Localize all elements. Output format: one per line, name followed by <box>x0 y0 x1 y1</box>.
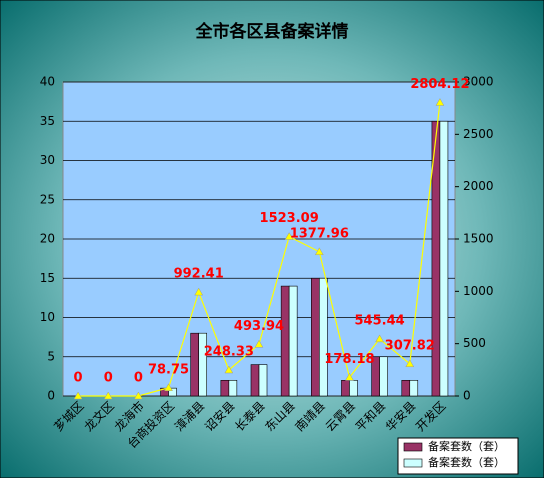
line-marker <box>435 97 445 106</box>
data-label: 0 <box>134 371 143 386</box>
bar <box>409 379 419 397</box>
line-marker <box>164 383 173 392</box>
legend-swatch <box>403 458 423 468</box>
data-label: 2804.12 <box>410 77 469 92</box>
data-label: 0 <box>74 371 83 386</box>
legend <box>397 437 519 475</box>
bar <box>319 277 328 397</box>
data-label: 307.82 <box>385 338 435 353</box>
line-marker <box>194 287 204 296</box>
bar <box>401 379 411 397</box>
legend-label: 备案套数（套） <box>428 439 505 453</box>
bar <box>250 364 260 397</box>
line-marker <box>284 232 294 240</box>
bar <box>311 277 320 397</box>
bar <box>168 387 177 397</box>
data-label: 1377.96 <box>290 226 349 241</box>
y2-tick-label: 1000 <box>463 284 494 298</box>
data-label: 992.41 <box>174 267 224 282</box>
data-label: 493.94 <box>234 319 284 334</box>
line-marker <box>314 247 324 256</box>
line-marker <box>73 391 83 400</box>
y2-tick-label: 2500 <box>463 127 494 141</box>
line-marker <box>224 365 234 374</box>
line-marker <box>103 391 113 400</box>
data-label: 1523.09 <box>260 211 319 226</box>
y-tick-label: 35 <box>40 114 55 128</box>
bar <box>439 120 449 397</box>
y2-tick-label: 0 <box>463 389 471 403</box>
data-label: 78.75 <box>148 362 189 377</box>
bar <box>198 332 207 397</box>
y-tick-label: 0 <box>47 389 55 403</box>
y2-tick-label: 3000 <box>463 75 494 89</box>
y2-tick-label: 500 <box>463 336 486 350</box>
y-tick-label: 20 <box>40 232 55 246</box>
line-marker <box>405 359 415 368</box>
bar <box>288 285 298 397</box>
bar <box>190 332 199 397</box>
y-tick-label: 30 <box>40 153 55 167</box>
line-marker <box>375 334 385 343</box>
y-tick-label: 5 <box>47 349 55 363</box>
y-tick-label: 25 <box>40 192 55 206</box>
chart-title: 全市各区县备案详情 <box>195 21 349 42</box>
legend-swatch <box>403 442 423 452</box>
y2-tick-label: 1500 <box>463 232 494 246</box>
y-tick-label: 40 <box>40 75 55 89</box>
data-label: 0 <box>104 371 113 386</box>
legend-label: 备案套数（套） <box>428 455 505 469</box>
line-marker <box>254 339 264 348</box>
data-label: 248.33 <box>204 345 254 360</box>
y-tick-label: 15 <box>40 271 55 285</box>
bar <box>258 364 268 397</box>
bar <box>379 356 388 397</box>
bar <box>280 285 290 397</box>
bar <box>228 379 238 397</box>
line-marker <box>345 372 354 381</box>
y-tick-label: 10 <box>40 310 55 324</box>
bar <box>220 379 230 397</box>
bar <box>341 379 350 397</box>
data-label: 545.44 <box>355 313 405 328</box>
data-label: 178.18 <box>324 352 374 367</box>
line-marker <box>133 391 143 400</box>
y2-tick-label: 2000 <box>463 179 494 193</box>
bar <box>349 379 358 397</box>
